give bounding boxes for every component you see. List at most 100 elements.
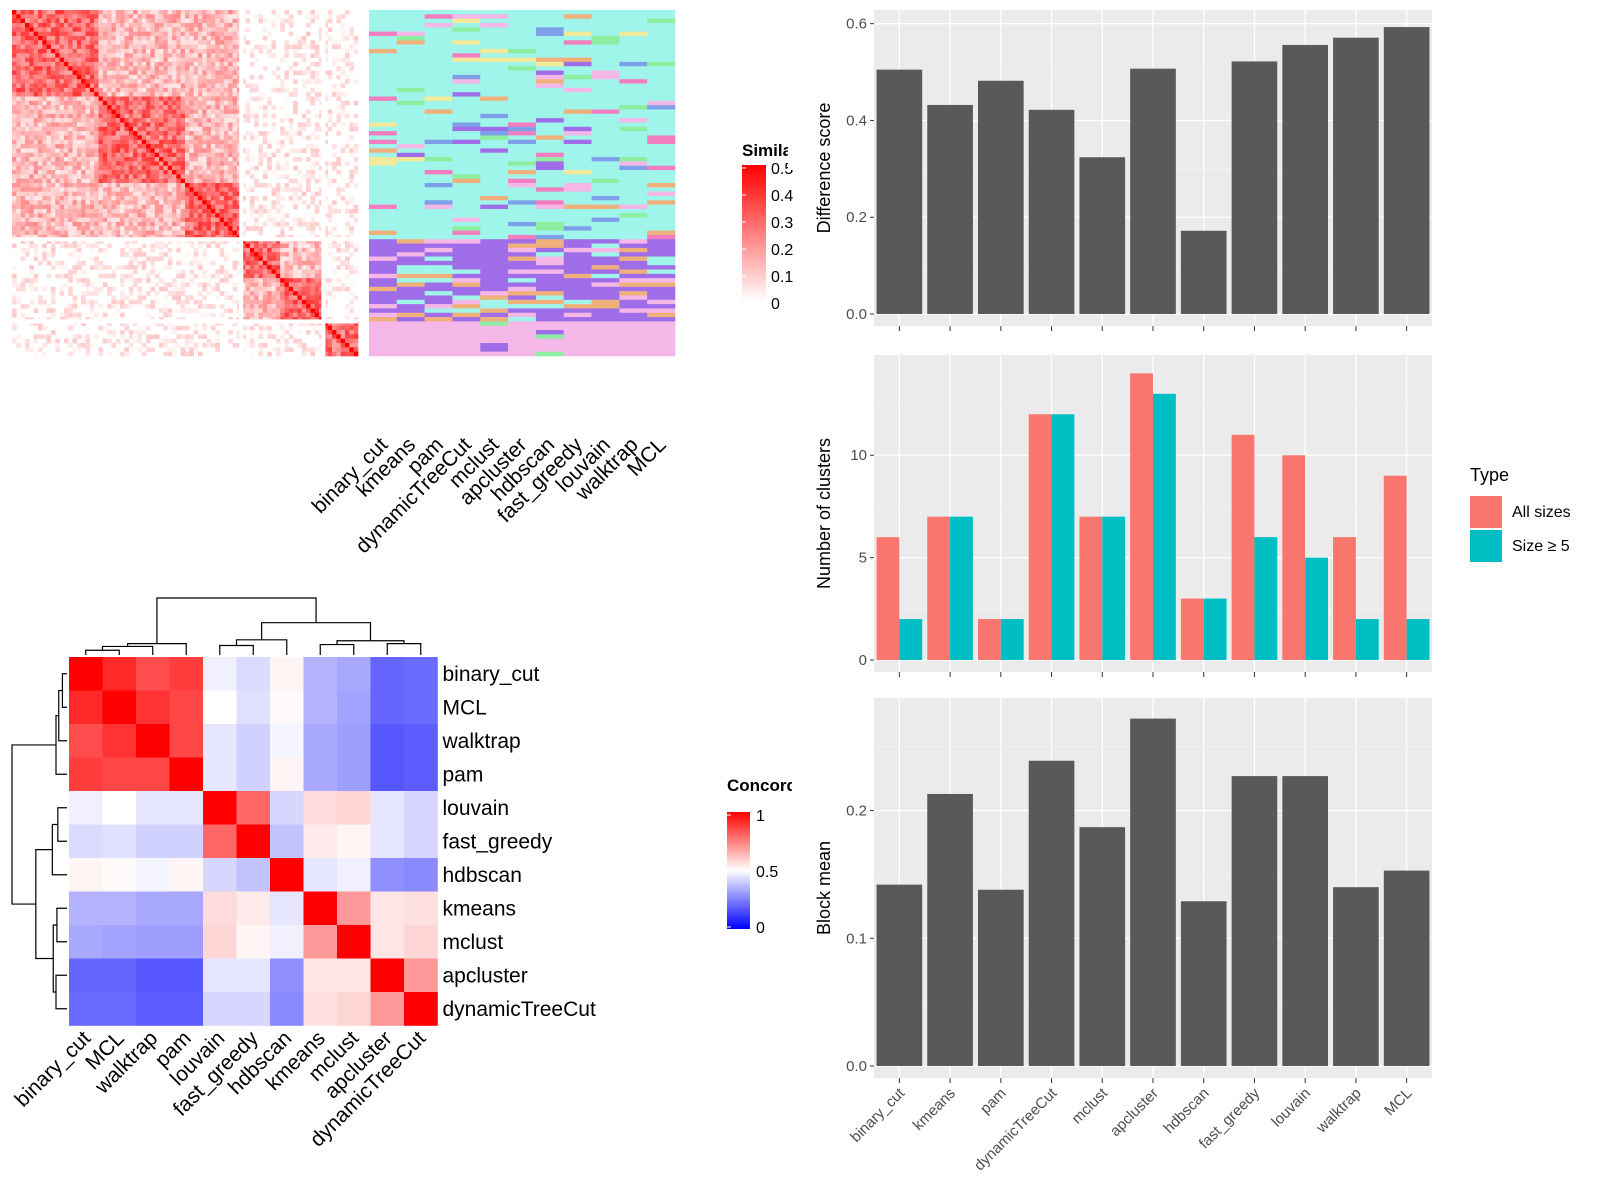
similarity-cell — [89, 14, 95, 19]
similarity-cell — [37, 10, 43, 15]
similarity-cell — [197, 83, 203, 89]
similarity-cell — [249, 247, 255, 253]
similarity-cell — [102, 44, 108, 50]
similarity-cell — [245, 338, 251, 344]
similarity-cell — [89, 57, 95, 63]
similarity-cell — [33, 87, 39, 93]
similarity-cell — [59, 183, 65, 188]
similarity-cell — [353, 100, 359, 106]
similarity-cell — [249, 83, 255, 89]
assignment-cell — [369, 200, 398, 205]
similarity-cell — [98, 265, 104, 270]
similarity-cell — [137, 144, 143, 149]
similarity-cell — [55, 170, 60, 175]
similarity-cell — [137, 96, 143, 102]
similarity-cell — [63, 308, 69, 314]
similarity-cell — [297, 53, 303, 58]
similarity-cell — [180, 22, 186, 28]
similarity-cell — [68, 83, 73, 89]
similarity-cell — [215, 109, 220, 115]
similarity-cell — [336, 92, 342, 97]
similarity-cell — [76, 48, 82, 54]
similarity-cell — [141, 200, 147, 205]
similarity-cell — [185, 208, 190, 214]
similarity-cell — [46, 66, 52, 71]
assignment-cell — [508, 269, 537, 275]
similarity-cell — [206, 109, 212, 115]
assignment-cell — [452, 70, 481, 76]
similarity-cell — [206, 170, 212, 175]
similarity-cell — [172, 208, 177, 214]
similarity-cell — [12, 74, 17, 80]
similarity-cell — [98, 105, 104, 110]
similarity-cell — [249, 269, 255, 275]
similarity-cell — [133, 61, 138, 67]
assignment-cell — [396, 161, 425, 167]
similarity-cell — [55, 187, 60, 192]
assignment-cell — [508, 48, 537, 54]
similarity-cell — [107, 351, 112, 357]
similarity-cell — [72, 27, 78, 32]
similarity-cell — [297, 338, 303, 344]
similarity-cell — [146, 230, 151, 236]
similarity-cell — [345, 57, 350, 63]
similarity-cell — [98, 57, 104, 63]
similarity-cell — [141, 96, 147, 102]
similarity-cell — [102, 113, 108, 119]
similarity-cell — [310, 40, 316, 45]
similarity-cell — [258, 204, 264, 210]
group-gap — [321, 10, 326, 356]
similarity-cell — [76, 252, 82, 257]
assignment-cell — [508, 221, 537, 227]
similarity-cell — [349, 338, 354, 344]
similarity-cell — [336, 14, 342, 19]
similarity-cell — [76, 96, 82, 102]
similarity-cell — [210, 195, 216, 201]
similarity-cell — [176, 217, 181, 223]
similarity-cell — [37, 31, 43, 37]
assignment-cell — [424, 57, 453, 63]
assignment-cell — [424, 234, 453, 240]
similarity-cell — [193, 152, 199, 158]
similarity-cell — [267, 247, 272, 253]
similarity-cell — [172, 83, 177, 89]
similarity-cell — [215, 122, 220, 128]
similarity-cell — [50, 35, 56, 41]
similarity-cell — [20, 213, 26, 218]
similarity-cell — [63, 83, 69, 89]
similarity-cell — [262, 105, 268, 110]
similarity-cell — [176, 118, 181, 123]
similarity-cell — [314, 256, 320, 262]
similarity-cell — [63, 126, 69, 132]
similarity-cell — [128, 92, 134, 97]
similarity-cell — [141, 35, 147, 41]
similarity-cell — [12, 44, 17, 50]
similarity-cell — [232, 170, 238, 175]
similarity-cell — [16, 113, 21, 119]
similarity-cell — [172, 44, 177, 50]
similarity-cell — [163, 351, 169, 357]
similarity-cell — [137, 295, 143, 301]
similarity-cell — [128, 217, 134, 223]
similarity-cell — [102, 226, 108, 231]
similarity-cell — [349, 351, 354, 357]
similarity-cell — [353, 113, 359, 119]
similarity-cell — [29, 87, 34, 93]
similarity-cell — [306, 96, 311, 102]
similarity-cell — [72, 308, 78, 314]
similarity-cell — [37, 208, 43, 214]
similarity-cell — [176, 295, 181, 301]
similarity-cell — [210, 118, 216, 123]
similarity-cell — [349, 269, 354, 275]
similarity-cell — [215, 66, 220, 71]
similarity-cell — [124, 135, 130, 141]
similarity-cell — [98, 40, 104, 45]
similarity-cell — [185, 252, 190, 257]
similarity-cell — [133, 118, 138, 123]
similarity-cell — [154, 170, 160, 175]
similarity-cell — [29, 213, 34, 218]
similarity-cell — [120, 135, 125, 141]
similarity-cell — [345, 260, 350, 266]
similarity-cell — [37, 226, 43, 231]
similarity-cell — [323, 92, 329, 97]
